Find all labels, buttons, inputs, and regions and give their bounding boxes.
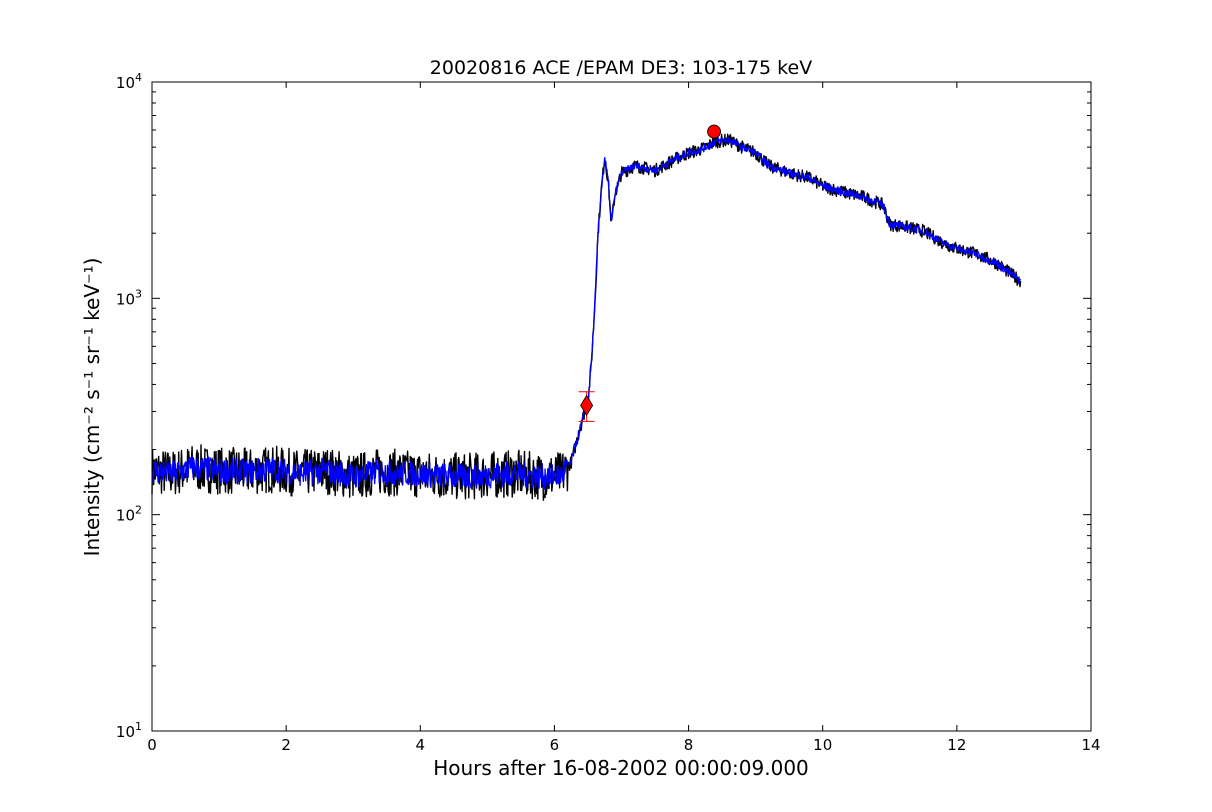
y-tick-label: 101	[116, 720, 142, 741]
y-tick-exponent: 3	[135, 287, 142, 300]
y-tick-exponent: 2	[135, 504, 142, 517]
y-tick-base: 10	[116, 74, 135, 92]
x-tick-label: 2	[281, 736, 291, 754]
onset-diamond-marker	[580, 394, 594, 417]
y-tick-exponent: 4	[135, 71, 142, 84]
x-tick-label: 12	[947, 736, 966, 754]
y-tick-label: 102	[116, 504, 142, 525]
x-axis-label: Hours after 16-08-2002 00:00:09.000	[433, 756, 809, 780]
x-tick-label: 4	[416, 736, 426, 754]
x-tick-label: 6	[550, 736, 560, 754]
y-tick-base: 10	[116, 507, 135, 525]
y-tick-base: 10	[116, 290, 135, 308]
x-tick-label: 14	[1081, 736, 1100, 754]
marker-layer	[578, 124, 721, 422]
y-tick-label: 104	[116, 71, 142, 92]
x-tick-label: 8	[684, 736, 694, 754]
y-tick-exponent: 1	[135, 720, 142, 733]
y-tick-base: 10	[116, 723, 135, 741]
y-tick-label: 103	[116, 287, 142, 308]
chart-title: 20020816 ACE /EPAM DE3: 103-175 keV	[430, 57, 812, 79]
x-tick-label: 0	[147, 736, 157, 754]
y-axis-label: Intensity (cm⁻² s⁻¹ sr⁻¹ keV⁻¹)	[80, 258, 104, 557]
plot-frame	[151, 81, 1092, 732]
peak-circle-marker	[707, 124, 721, 139]
x-tick-label: 10	[813, 736, 832, 754]
